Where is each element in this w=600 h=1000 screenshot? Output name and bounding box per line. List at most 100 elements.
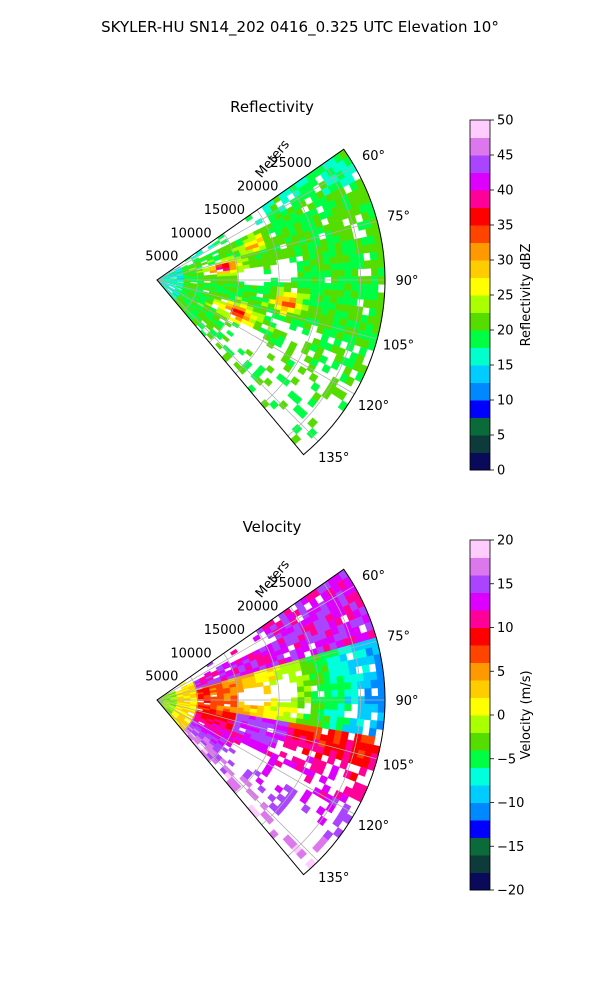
radar-bin <box>322 295 331 303</box>
radar-bin <box>263 265 271 271</box>
colorbar-segment <box>470 382 490 401</box>
radar-bin <box>336 716 345 725</box>
radar-bin <box>324 283 332 291</box>
radar-bin <box>356 253 365 262</box>
colorbar-segment <box>470 557 490 576</box>
range-ring <box>209 233 239 343</box>
radar-bin <box>370 291 379 301</box>
colorbar-segment <box>470 627 490 646</box>
radar-bin <box>369 671 378 681</box>
radar-bin <box>215 342 223 350</box>
colorbar-segment <box>470 662 490 681</box>
radar-bin <box>357 703 366 712</box>
radar-bin <box>350 290 359 300</box>
radar-bin <box>190 280 198 283</box>
radar-bin <box>223 695 231 700</box>
radar-bin <box>317 288 325 296</box>
colorbar-tick-label: 45 <box>497 149 514 164</box>
radar-bin <box>343 290 352 299</box>
radar-bin <box>296 260 305 268</box>
radar-bin <box>349 297 358 307</box>
azimuth-tick-label: 60° <box>362 569 385 584</box>
radar-bin <box>297 686 305 693</box>
colorbar-tick-label: −10 <box>497 796 524 811</box>
radar-bin <box>361 664 371 674</box>
radar-bin <box>310 708 318 716</box>
radar-bin <box>310 691 319 698</box>
radar-bin <box>341 724 351 733</box>
radar-bin <box>300 803 311 814</box>
radar-bin <box>343 261 352 270</box>
figure-suptitle: SKYLER-HU SN14_202 0416_0.325 UTC Elevat… <box>101 18 499 37</box>
radar-bin <box>217 696 225 700</box>
radar-bin <box>344 269 352 277</box>
radar-bin <box>196 250 204 257</box>
colorbar-label: Reflectivity dBZ <box>519 244 534 347</box>
radar-bin <box>350 283 359 292</box>
radar-bin <box>330 689 339 698</box>
radar-bin <box>328 249 337 258</box>
azimuth-tick-label: 60° <box>362 149 385 164</box>
radar-bin <box>330 283 339 291</box>
radar-bin <box>229 648 238 656</box>
radar-bin <box>265 364 275 374</box>
radar-bin <box>288 323 298 332</box>
azimuth-tick-label: 135° <box>318 451 349 466</box>
colorbar-tick-label: 25 <box>497 289 514 304</box>
colorbar-segment <box>470 435 490 453</box>
radar-bin <box>210 696 218 700</box>
radar-bin <box>357 711 365 720</box>
radar-bin <box>277 702 285 708</box>
radar-bin <box>363 291 372 301</box>
radar-bin <box>369 299 378 310</box>
colorbar-segment <box>470 137 490 156</box>
azimuth-gridline <box>156 699 355 815</box>
range-tick-label: 5000 <box>145 250 178 265</box>
radar-bin <box>335 723 344 732</box>
range-tick-label: 25000 <box>270 576 311 591</box>
colorbar-tick-label: 10 <box>497 621 514 636</box>
radar-bin <box>276 286 285 293</box>
radar-bin <box>357 680 365 690</box>
radar-bin <box>303 679 311 687</box>
radar-bin <box>260 399 270 409</box>
radar-bin <box>337 269 345 278</box>
radar-bin <box>377 267 386 277</box>
radar-bin <box>323 683 332 692</box>
radar-bin <box>309 294 318 302</box>
radar-bin <box>348 666 357 676</box>
radar-bin <box>377 292 385 302</box>
colorbar-segment <box>470 610 490 628</box>
radar-bin <box>357 291 365 300</box>
radar-bin <box>362 672 371 682</box>
radar-bin <box>336 255 345 264</box>
radar-bin <box>355 726 364 735</box>
range-tick-label: 15000 <box>204 623 245 638</box>
colorbar-tick-label: 0 <box>497 709 505 724</box>
colorbar-segment <box>470 172 490 191</box>
radar-bin <box>290 702 299 709</box>
radar-bin <box>370 679 379 689</box>
radar-bin <box>230 695 238 699</box>
colorbar-segment <box>470 732 490 751</box>
radar-bin <box>260 769 270 778</box>
colorbar-segment <box>470 855 490 873</box>
colorbar-segment <box>470 242 490 261</box>
radar-bin <box>310 288 318 296</box>
radar-bin <box>203 276 211 280</box>
colorbar-segment <box>470 785 490 803</box>
radar-bin <box>310 282 319 290</box>
radar-bin <box>283 702 292 708</box>
radar-bin <box>266 352 276 362</box>
radar-bin <box>342 297 351 306</box>
colorbar-segment <box>470 277 490 296</box>
colorbar-tick-label: 40 <box>497 184 514 199</box>
radar-bin <box>330 269 339 278</box>
radar-bin <box>227 759 236 767</box>
radar-bin <box>316 678 325 686</box>
range-ring <box>287 163 361 437</box>
radar-bin <box>316 815 328 827</box>
radar-bin <box>303 685 312 693</box>
radar-bin <box>263 377 273 387</box>
